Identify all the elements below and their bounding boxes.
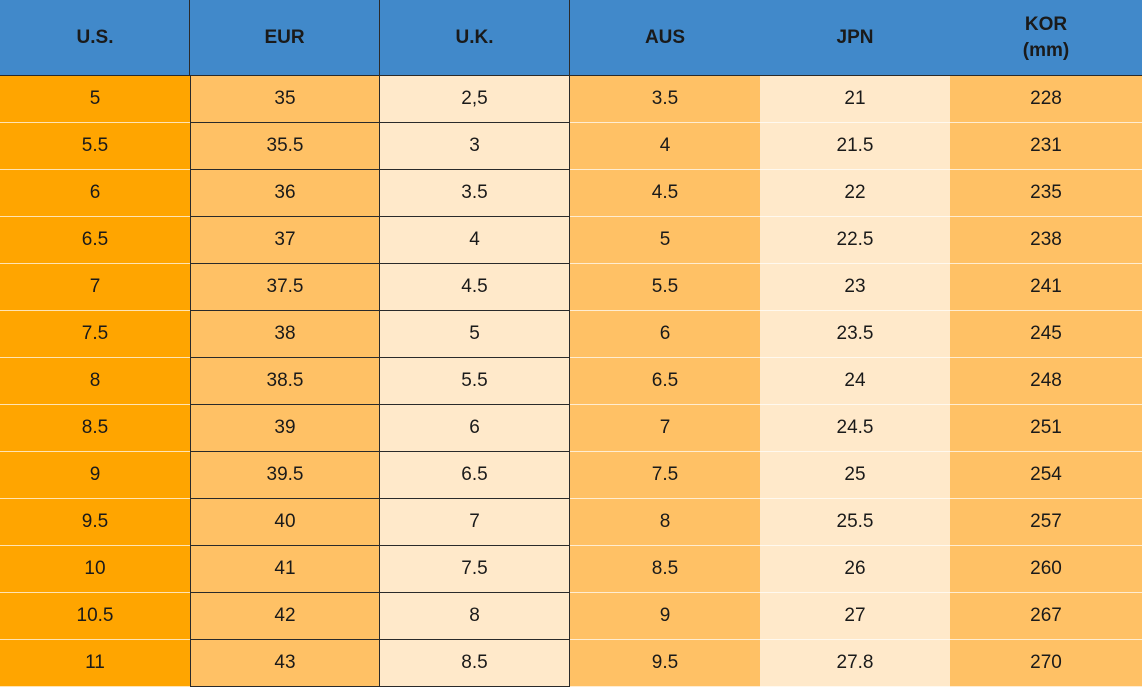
table-cell: 9.5 bbox=[0, 499, 190, 546]
table-cell: 4.5 bbox=[570, 170, 760, 217]
table-cell: 5.5 bbox=[570, 264, 760, 311]
table-cell: 10 bbox=[0, 546, 190, 593]
table-cell: 27.8 bbox=[760, 640, 950, 687]
table-cell: 6 bbox=[379, 405, 570, 452]
table-cell: 231 bbox=[950, 123, 1142, 170]
table-cell: 22.5 bbox=[760, 217, 950, 264]
table-cell: 43 bbox=[190, 640, 380, 687]
table-cell: 267 bbox=[950, 593, 1142, 640]
table-cell: 7 bbox=[0, 264, 190, 311]
table-cell: 6 bbox=[0, 170, 190, 217]
table-cell: 22 bbox=[760, 170, 950, 217]
table-cell: 7.5 bbox=[379, 546, 570, 593]
table-cell: 260 bbox=[950, 546, 1142, 593]
table-cell: 238 bbox=[950, 217, 1142, 264]
table-cell: 5 bbox=[379, 311, 570, 358]
table-cell: 23.5 bbox=[760, 311, 950, 358]
table-cell: 3.5 bbox=[570, 76, 760, 123]
table-cell: 235 bbox=[950, 170, 1142, 217]
table-cell: 6.5 bbox=[570, 358, 760, 405]
table-cell: 40 bbox=[190, 499, 380, 546]
header-cell: U.S. bbox=[0, 0, 190, 76]
table-cell: 21.5 bbox=[760, 123, 950, 170]
table-cell: 25 bbox=[760, 452, 950, 499]
table-cell: 254 bbox=[950, 452, 1142, 499]
table-cell: 248 bbox=[950, 358, 1142, 405]
table-cell: 42 bbox=[190, 593, 380, 640]
header-cell: U.K. bbox=[379, 0, 570, 76]
table-cell: 39 bbox=[190, 405, 380, 452]
table-cell: 3.5 bbox=[379, 170, 570, 217]
table-cell: 35 bbox=[190, 76, 380, 123]
table-cell: 228 bbox=[950, 76, 1142, 123]
table-cell: 8 bbox=[0, 358, 190, 405]
table-cell: 8.5 bbox=[570, 546, 760, 593]
header-cell: KOR (mm) bbox=[950, 0, 1142, 76]
table-cell: 6.5 bbox=[379, 452, 570, 499]
table-cell: 257 bbox=[950, 499, 1142, 546]
table-cell: 9 bbox=[0, 452, 190, 499]
table-cell: 41 bbox=[190, 546, 380, 593]
table-cell: 37 bbox=[190, 217, 380, 264]
table-cell: 8 bbox=[379, 593, 570, 640]
table-cell: 26 bbox=[760, 546, 950, 593]
table-cell: 245 bbox=[950, 311, 1142, 358]
table-cell: 38.5 bbox=[190, 358, 380, 405]
table-cell: 27 bbox=[760, 593, 950, 640]
table-cell: 10.5 bbox=[0, 593, 190, 640]
table-cell: 8.5 bbox=[379, 640, 570, 687]
table-cell: 5 bbox=[0, 76, 190, 123]
table-cell: 24 bbox=[760, 358, 950, 405]
table-cell: 4 bbox=[379, 217, 570, 264]
table-cell: 11 bbox=[0, 640, 190, 687]
table-cell: 9.5 bbox=[570, 640, 760, 687]
table-cell: 23 bbox=[760, 264, 950, 311]
table-cell: 7.5 bbox=[0, 311, 190, 358]
table-cell: 6 bbox=[570, 311, 760, 358]
table-cell: 8.5 bbox=[0, 405, 190, 452]
table-cell: 7 bbox=[570, 405, 760, 452]
header-cell: JPN bbox=[760, 0, 950, 76]
table-cell: 7 bbox=[379, 499, 570, 546]
table-cell: 2,5 bbox=[379, 76, 570, 123]
table-cell: 38 bbox=[190, 311, 380, 358]
table-cell: 36 bbox=[190, 170, 380, 217]
table-cell: 5.5 bbox=[379, 358, 570, 405]
table-cell: 5.5 bbox=[0, 123, 190, 170]
table-cell: 3 bbox=[379, 123, 570, 170]
table-cell: 21 bbox=[760, 76, 950, 123]
table-cell: 9 bbox=[570, 593, 760, 640]
header-cell: AUS bbox=[570, 0, 760, 76]
table-cell: 35.5 bbox=[190, 123, 380, 170]
table-cell: 4.5 bbox=[379, 264, 570, 311]
table-cell: 24.5 bbox=[760, 405, 950, 452]
table-cell: 25.5 bbox=[760, 499, 950, 546]
table-cell: 251 bbox=[950, 405, 1142, 452]
table-cell: 39.5 bbox=[190, 452, 380, 499]
table-cell: 270 bbox=[950, 640, 1142, 687]
table-cell: 6.5 bbox=[0, 217, 190, 264]
header-cell: EUR bbox=[189, 0, 380, 76]
table-cell: 4 bbox=[570, 123, 760, 170]
table-cell: 37.5 bbox=[190, 264, 380, 311]
table-cell: 5 bbox=[570, 217, 760, 264]
table-cell: 7.5 bbox=[570, 452, 760, 499]
table-cell: 8 bbox=[570, 499, 760, 546]
table-cell: 241 bbox=[950, 264, 1142, 311]
